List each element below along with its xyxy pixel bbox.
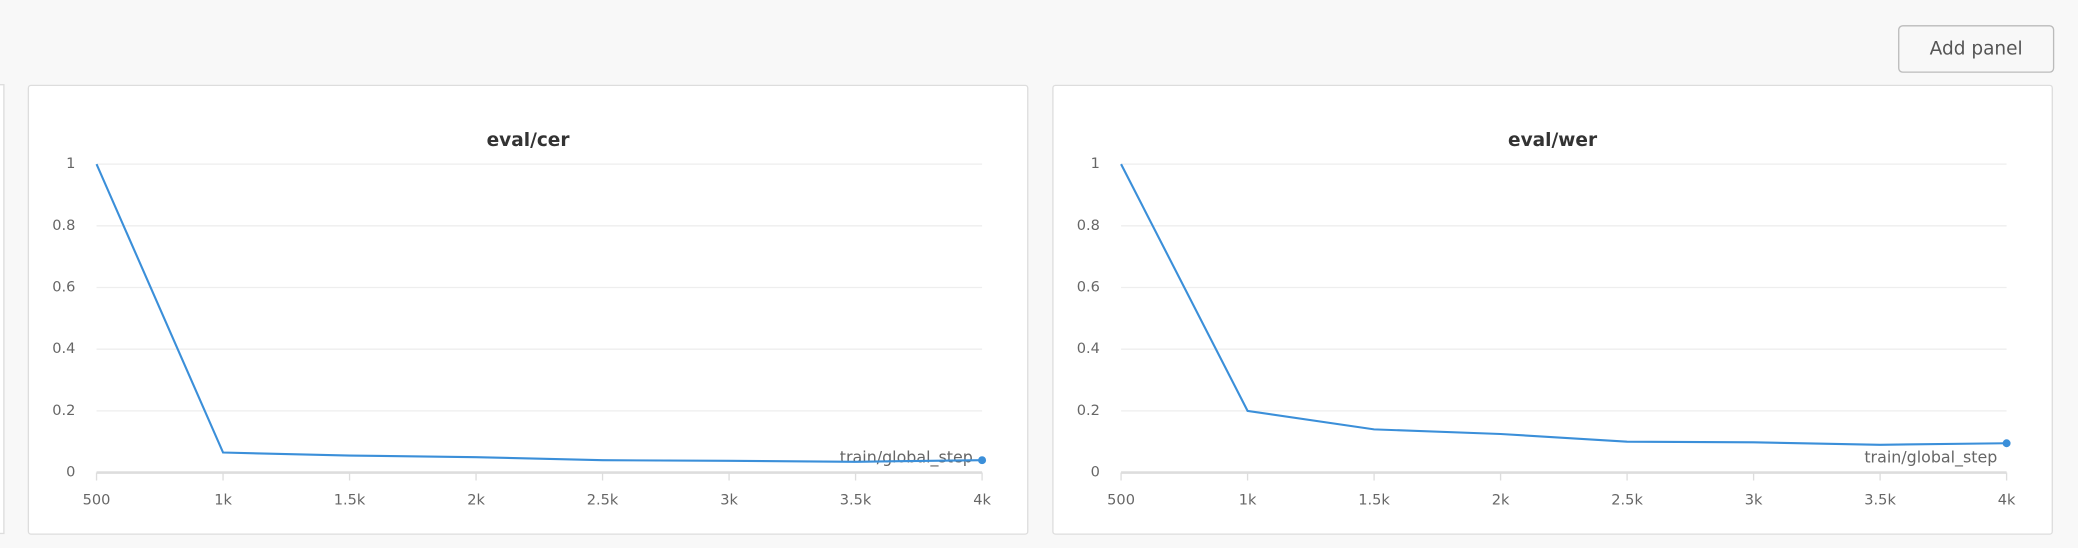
- y-tick-label: 0.4: [1077, 340, 1100, 357]
- x-tick-label: 1k: [1239, 491, 1257, 508]
- y-tick-label: 1: [66, 155, 75, 172]
- y-tick-label: 0.8: [1077, 217, 1100, 234]
- x-tick-label: 3.5k: [840, 491, 872, 508]
- y-tick-label: 0: [66, 464, 75, 481]
- y-tick-label: 1: [1091, 155, 1100, 172]
- series-line: [95, 163, 983, 463]
- add-panel-button[interactable]: Add panel: [1898, 25, 2055, 73]
- x-tick-label: 2.5k: [587, 491, 619, 508]
- x-tick-label: 3k: [1745, 491, 1763, 508]
- end-point: [978, 456, 987, 465]
- y-tick-label: 0: [1091, 464, 1100, 481]
- button-box[interactable]: [1898, 25, 2055, 73]
- end-point: [2002, 439, 2011, 448]
- x-tick-label: 1.5k: [334, 491, 366, 508]
- y-tick-label: 0.2: [52, 402, 75, 419]
- x-axis-label: train/global_step: [840, 447, 973, 467]
- y-tick-label: 0.2: [1077, 402, 1100, 419]
- x-tick-label: 1k: [214, 491, 232, 508]
- x-tick-label: 3.5k: [1864, 491, 1896, 508]
- x-axis-label: train/global_step: [1864, 447, 1997, 467]
- x-tick-label: 4k: [973, 491, 991, 508]
- x-tick-label: 2.5k: [1611, 491, 1643, 508]
- x-tick-label: 4k: [1998, 491, 2016, 508]
- y-tick-label: 0.6: [52, 279, 75, 296]
- button-label[interactable]: Add panel: [1930, 38, 2023, 59]
- chart-title: eval/wer: [1508, 130, 1598, 151]
- panel: [27, 84, 1029, 535]
- series-line: [1120, 163, 2007, 446]
- x-tick-label: 1.5k: [1358, 491, 1390, 508]
- chart-title: eval/cer: [487, 130, 571, 151]
- x-tick-label: 500: [83, 491, 111, 508]
- y-tick-label: 0.8: [52, 217, 75, 234]
- x-tick-label: 500: [1107, 491, 1135, 508]
- partial-panel: [0, 84, 5, 535]
- x-tick-label: 2k: [467, 491, 485, 508]
- x-tick-label: 3k: [720, 491, 738, 508]
- panel: [1052, 84, 2053, 535]
- y-tick-label: 0.6: [1077, 279, 1100, 296]
- y-tick-label: 0.4: [52, 340, 75, 357]
- x-tick-label: 2k: [1492, 491, 1510, 508]
